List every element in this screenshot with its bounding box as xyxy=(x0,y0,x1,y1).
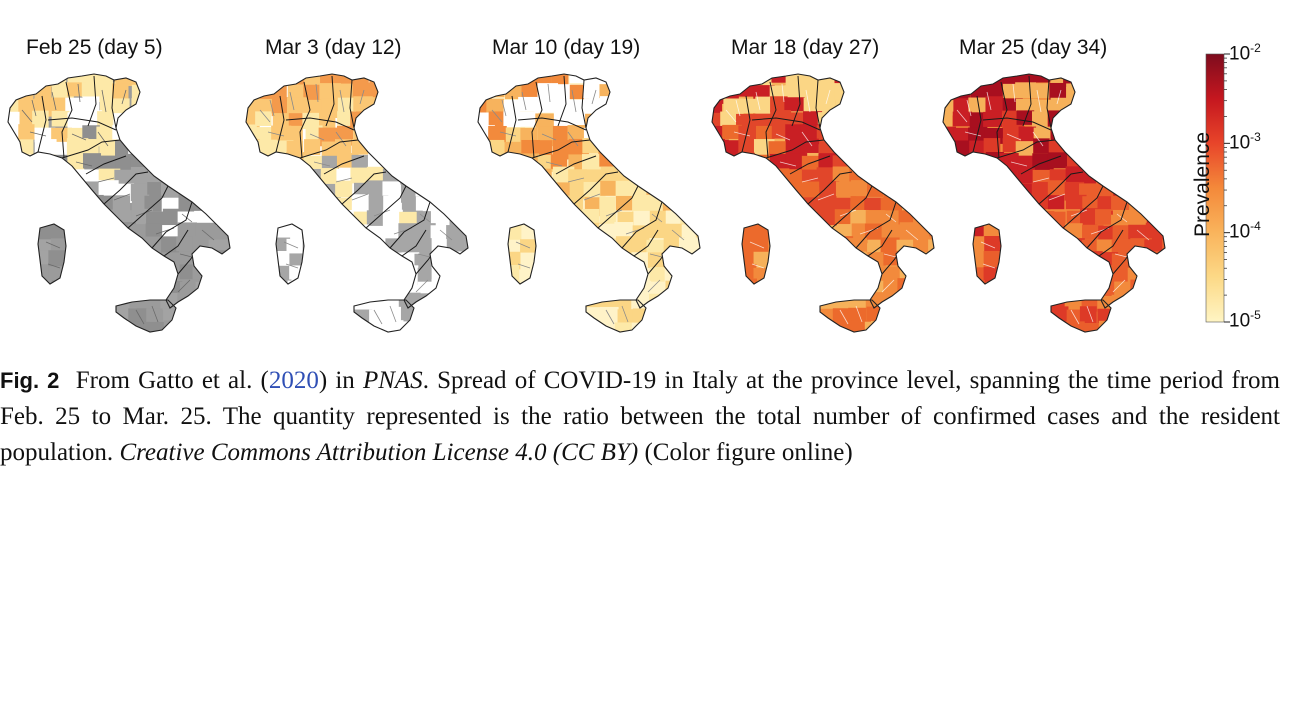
prevalence-colorbar xyxy=(1205,53,1230,323)
caption-text: (Color figure online) xyxy=(638,439,853,466)
colorbar-label: Prevalence xyxy=(1191,131,1214,237)
caption-text: . Spread of COVID-19 in Italy at the pro… xyxy=(0,367,1280,466)
panel-title-1: Feb 25 (day 5) xyxy=(26,36,163,59)
colorbar-tick-label: 10-3 xyxy=(1229,130,1261,154)
panel-title-3: Mar 10 (day 19) xyxy=(492,36,641,59)
italy-map-panel-1 xyxy=(7,73,231,333)
journal-name: PNAS xyxy=(362,367,423,394)
colorbar-tick-label: 10-4 xyxy=(1229,219,1261,243)
caption-text: From Gatto et al. ( xyxy=(75,367,269,394)
italy-map-panel-5 xyxy=(942,73,1166,333)
figure-label: Fig. 2 xyxy=(0,368,60,393)
italy-map-panel-2 xyxy=(245,73,469,333)
covid-prevalence-figure: Feb 25 (day 5) Mar 3 (day 12) Mar 10 (da… xyxy=(0,0,1300,345)
italy-map-panel-4 xyxy=(711,73,935,333)
panel-title-2: Mar 3 (day 12) xyxy=(265,36,402,59)
citation-link[interactable]: 2020 xyxy=(268,367,319,394)
italy-map-panel-3 xyxy=(477,73,701,333)
license-text: Creative Commons Attribution License 4.0… xyxy=(119,439,639,466)
figure-caption: Fig. 2 From Gatto et al. (2020) in PNAS.… xyxy=(0,363,1280,471)
caption-text: ) in xyxy=(318,367,363,394)
panel-title-5: Mar 25 (day 34) xyxy=(959,36,1108,59)
colorbar-tick-label: 10-2 xyxy=(1229,41,1261,65)
panel-title-4: Mar 18 (day 27) xyxy=(731,36,880,59)
colorbar-tick-label: 10-5 xyxy=(1229,308,1261,332)
